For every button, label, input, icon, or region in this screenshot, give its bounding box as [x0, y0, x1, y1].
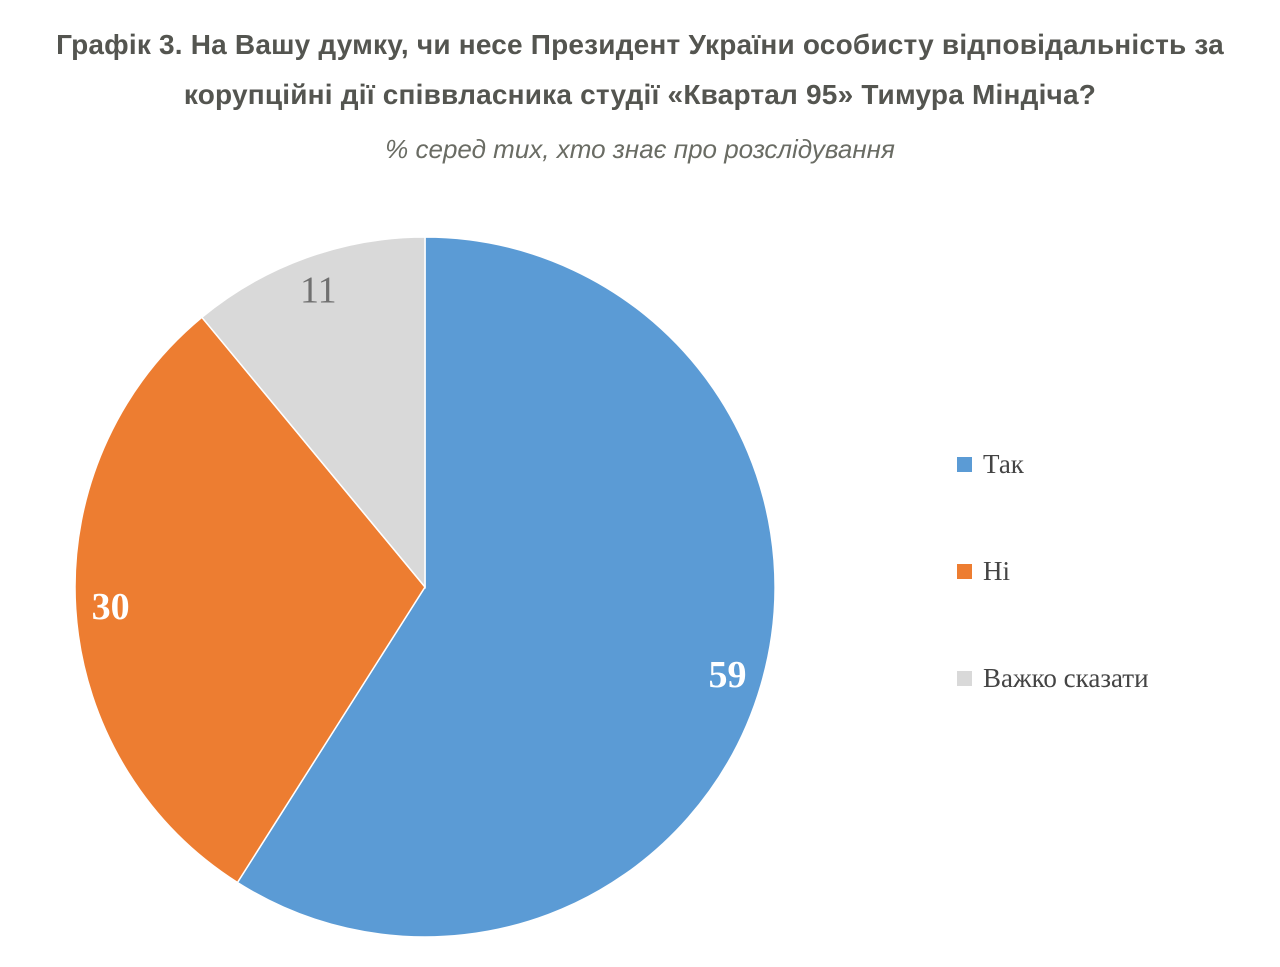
legend-label: Ні	[983, 556, 1010, 586]
pie-slice-3	[200, 237, 426, 590]
chart-title-line-1: Графік 3. На Вашу думку, чи несе Президе…	[56, 29, 1224, 60]
chart-title-line-2: корупційні дії співвласника студії «Квар…	[183, 79, 1097, 110]
legend-item-1: Так	[957, 449, 1149, 480]
slice-value-label-1: 59	[709, 654, 747, 696]
legend-item-2: Ні	[957, 556, 1149, 587]
slice-value-label-2: 30	[92, 586, 130, 628]
pie-slice-2	[75, 316, 426, 884]
title-block: Графік 3. На Вашу думку, чи несе Президе…	[25, 20, 1255, 165]
legend-item-3: Важко сказати	[957, 663, 1149, 694]
legend: Так Ні Важко сказати	[957, 449, 1149, 694]
chart-subtitle: % серед тих, хто знає про розслідування	[385, 134, 895, 164]
legend-swatch-icon	[957, 564, 972, 579]
pie-slice-1	[236, 237, 775, 937]
pie-chart: 59 30 11	[75, 237, 775, 937]
legend-label: Так	[983, 449, 1024, 479]
legend-label: Важко сказати	[983, 663, 1149, 693]
slice-value-label-3: 11	[300, 270, 337, 312]
legend-swatch-icon	[957, 671, 972, 686]
chart-title: Графік 3. На Вашу думку, чи несе Президе…	[25, 20, 1255, 120]
legend-swatch-icon	[957, 457, 972, 472]
